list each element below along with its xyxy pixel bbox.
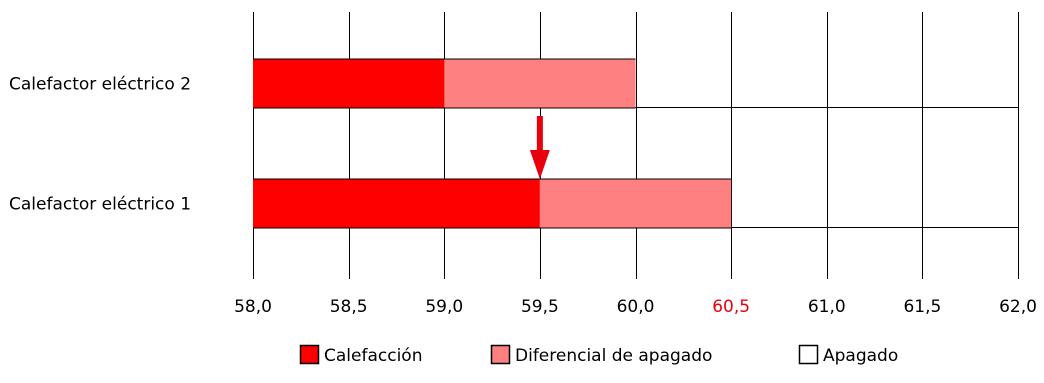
legend-label: Diferencial de apagado: [515, 346, 712, 366]
x-tick-label: 59,0: [425, 297, 463, 317]
category-label: Calefactor eléctrico 2: [9, 75, 191, 95]
legend-swatch: [299, 344, 320, 365]
labels-layer: Calefactor eléctrico 2 Calefactor eléctri…: [9, 75, 1037, 318]
bar-segment-heating: [253, 59, 445, 108]
bar-segment-heating: [253, 179, 540, 228]
grid-layer: [253, 12, 1019, 279]
legend-label: Apagado: [823, 346, 898, 366]
x-tick-label: 61,0: [808, 297, 846, 317]
arrow-head: [529, 150, 550, 179]
legend-label: Calefacción: [324, 346, 422, 366]
x-tick-label: 60,5: [712, 297, 750, 317]
legend-layer: Calefacción Diferencial de apagado Apagado: [299, 344, 898, 366]
arrow-shaft: [536, 116, 543, 150]
legend-swatch: [490, 344, 511, 365]
x-tick-label: 60,0: [617, 297, 655, 317]
x-tick-label: 59,5: [521, 297, 559, 317]
legend-swatch: [798, 344, 819, 365]
x-tick-label: 58,5: [330, 297, 368, 317]
bars-layer: [253, 58, 732, 229]
bar-segment-differential: [539, 179, 732, 228]
arrow-layer: [529, 116, 550, 179]
x-tick-label: 58,0: [234, 297, 272, 317]
x-tick-label: 62,0: [999, 297, 1037, 317]
x-tick-label: 61,5: [903, 297, 941, 317]
bar-segment-differential: [444, 59, 636, 108]
category-label: Calefactor eléctrico 1: [9, 195, 191, 215]
